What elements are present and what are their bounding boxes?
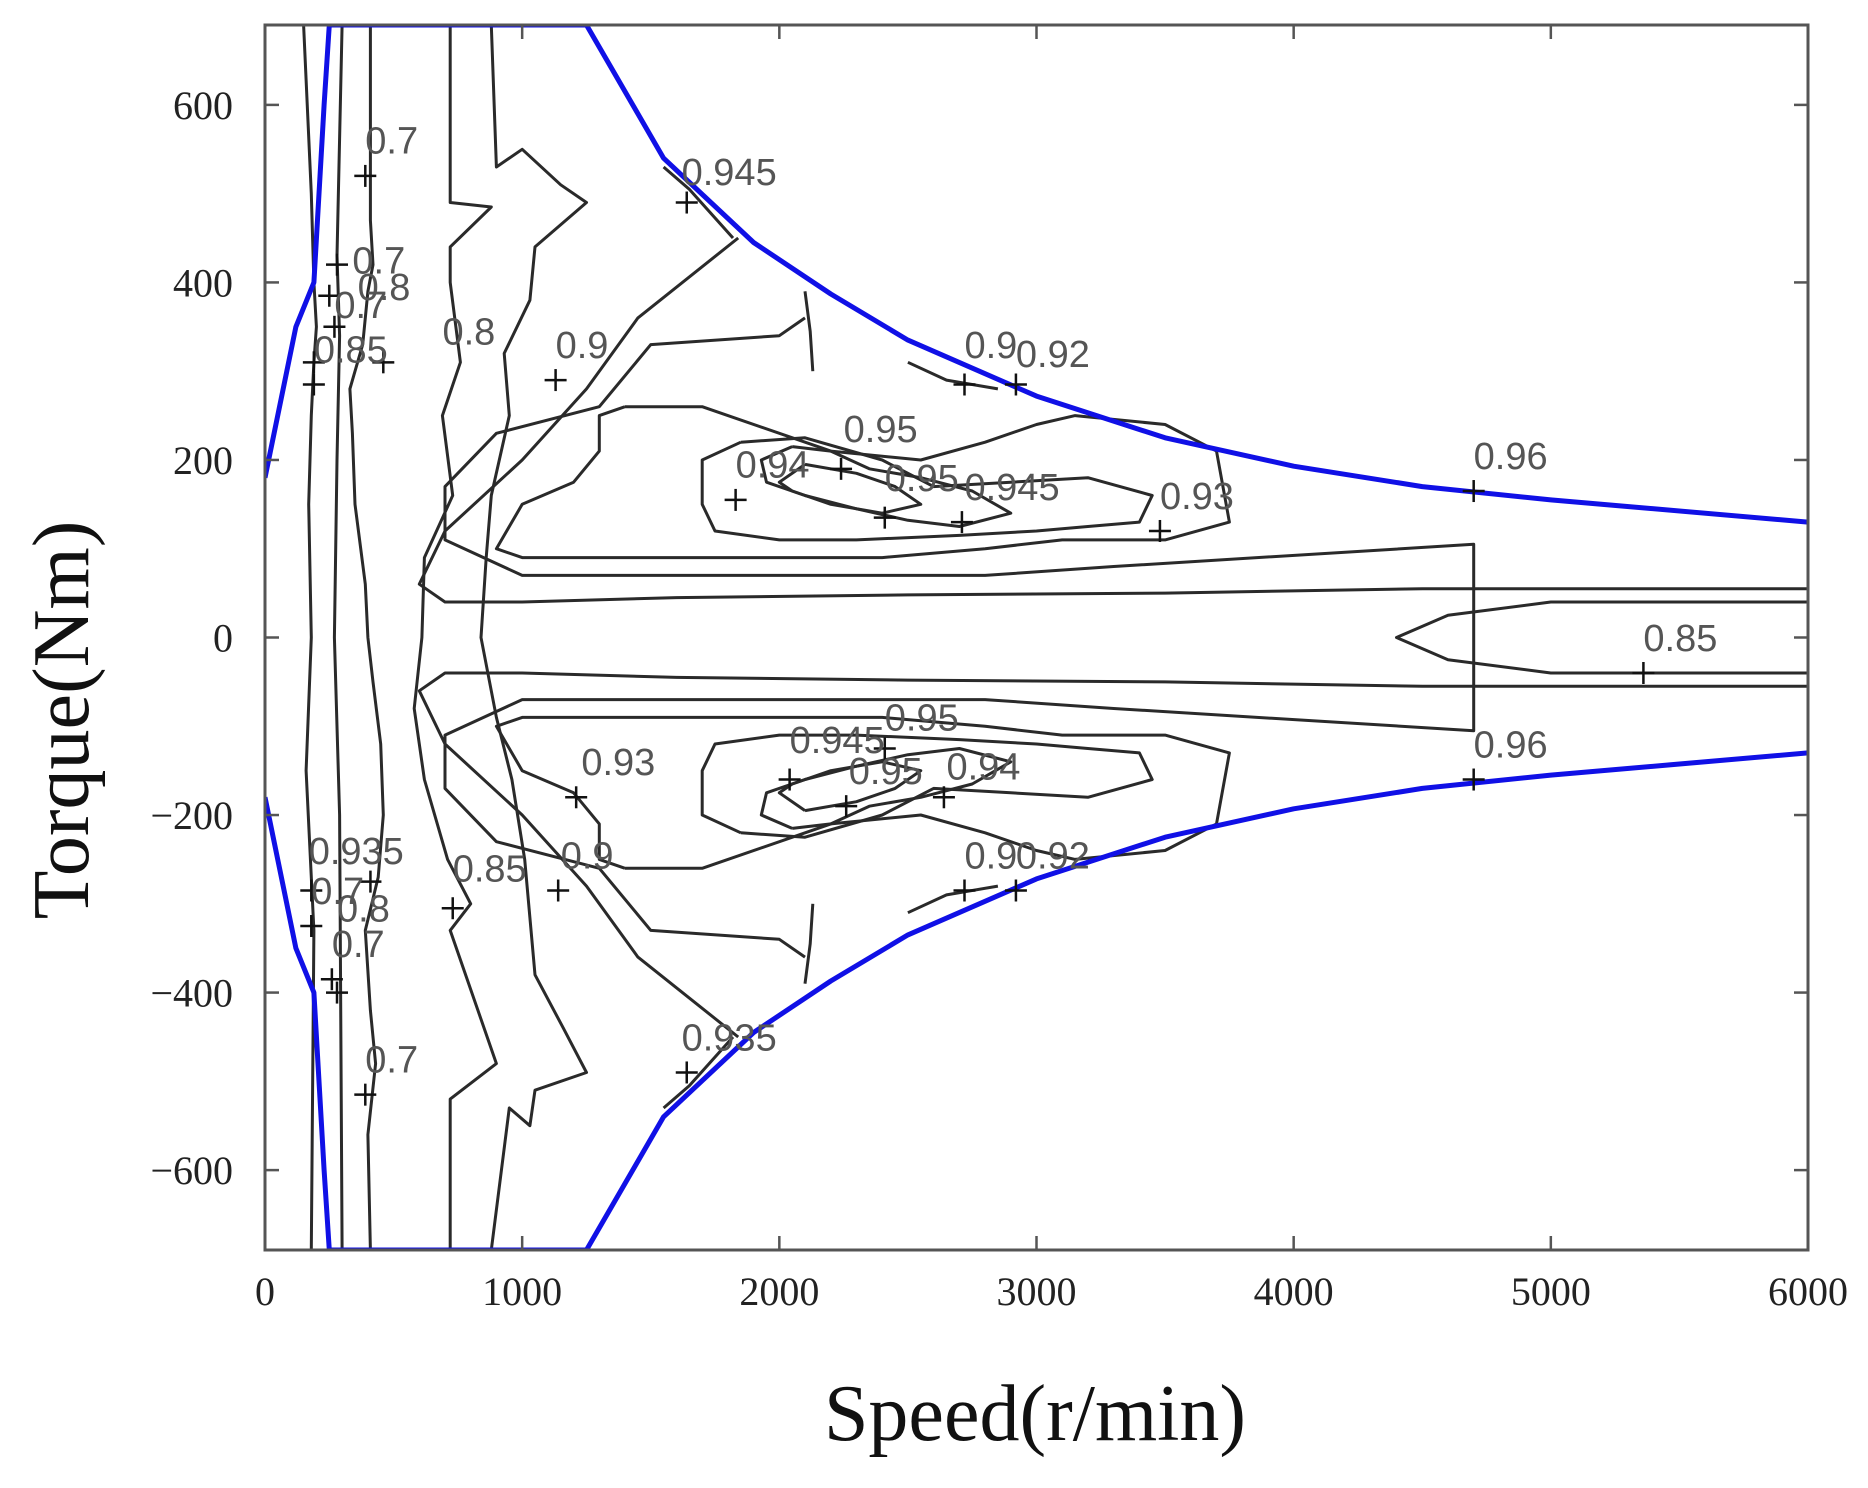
efficiency-contour-line [348,25,385,1250]
contour-level-label: 0.93 [1160,476,1234,518]
contour-level-label: 0.94 [736,445,810,487]
efficiency-contour-line [332,25,344,1250]
contour-level-label: 0.95 [885,458,959,500]
efficiency-contour-line [803,291,815,372]
contour-level-label: 0.945 [964,467,1059,509]
efficiency-contour-line [662,165,735,240]
torque-envelope-line [265,750,1808,1250]
efficiency-contour-line [803,903,815,984]
contour-level-label: 0.95 [885,698,959,740]
contour-level-label: 0.95 [844,409,918,451]
contour-level-label: 0.935 [309,831,404,873]
y-tick-label: 400 [173,260,233,305]
contour-level-label: 0.7 [365,1039,418,1081]
contour-level-label: 0.9 [964,325,1017,367]
contour-level-label: 0.8 [337,889,390,931]
contour-level-label: 0.92 [1016,334,1090,376]
efficiency-contour-line [417,236,1808,1039]
y-tick-label: −200 [150,793,233,838]
efficiency-contour-line [700,733,1154,839]
efficiency-contour-line [479,25,588,1250]
contour-level-label: 0.7 [352,241,405,283]
x-tick-label: 4000 [1254,1269,1334,1314]
x-tick-label: 6000 [1768,1269,1848,1314]
efficiency-contour-line [1395,600,1808,675]
efficiency-contour-line [302,25,318,1250]
contour-level-label: 0.93 [581,742,655,784]
contour-level-label: 0.7 [332,924,385,966]
y-axis-title: Torque(Nm) [18,521,106,920]
axis-ticks: 0 1000 2000 3000 4000 5000 6000 −600 −400 −200 0 20… [150,25,1848,1314]
y-tick-label: 200 [173,438,233,483]
y-tick-label: −400 [150,971,233,1016]
contour-level-label: 0.7 [365,121,418,163]
contour-level-label: 0.8 [358,267,411,309]
efficiency-contour-line [494,715,1231,870]
torque-envelope-line [265,25,1808,525]
contour-level-label: 0.935 [682,1017,777,1059]
contour-level-label: 0.85 [314,329,388,371]
contour-level-label: 0.96 [1474,436,1548,478]
contour-level-label: 0.7 [311,871,364,913]
efficiency-contour-line [443,316,1476,959]
contour-level-label: 0.7 [334,285,387,327]
plot-frame [263,23,1810,1252]
x-tick-label: 3000 [997,1269,1077,1314]
efficiency-contour-line [777,760,923,813]
efficiency-contour-line [494,405,1231,560]
contour-level-label: 0.9 [561,835,614,877]
y-tick-label: 0 [213,616,233,661]
contour-level-label: 0.8 [442,312,495,354]
efficiency-contour-line [907,884,999,915]
efficiency-contour-line [759,445,1013,528]
contour-level-label: 0.95 [849,751,923,793]
x-axis-title: Speed(r/min) [824,1370,1246,1458]
efficiency-contour-line [662,1035,735,1110]
efficiency-contour-line [759,747,1013,830]
y-tick-label: −600 [150,1148,233,1193]
efficiency-contour-line [907,360,999,391]
contour-level-label: 0.85 [453,849,527,891]
x-tick-label: 0 [255,1269,275,1314]
contour-level-label: 0.92 [1016,835,1090,877]
contour-level-label: 0.94 [946,747,1020,789]
contour-level-label: 0.9 [556,325,609,367]
contour-level-label: 0.945 [682,152,777,194]
efficiency-contour-line [777,462,923,515]
x-tick-label: 2000 [739,1269,819,1314]
contour-level-label: 0.9 [964,835,1017,877]
contour-level-label: 0.85 [1643,618,1717,660]
efficiency-contour-line [412,25,498,1250]
contour-level-label: 0.96 [1474,724,1548,766]
y-tick-label: 600 [173,83,233,128]
x-tick-label: 5000 [1511,1269,1591,1314]
x-tick-label: 1000 [482,1269,562,1314]
contour-level-label: 0.945 [790,720,885,762]
